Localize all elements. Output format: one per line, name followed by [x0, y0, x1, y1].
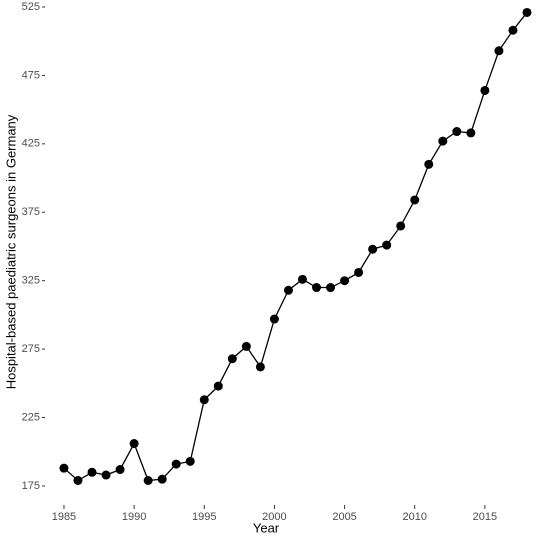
x-tick-label: 1995 — [192, 511, 216, 523]
point — [480, 85, 490, 95]
point — [354, 267, 364, 277]
y-axis-title: Hospital-based paediatric surgeons in Ge… — [3, 114, 18, 389]
x-tick-label: 2010 — [402, 511, 426, 523]
x-tick-label: 2015 — [473, 511, 497, 523]
point — [129, 439, 139, 449]
point — [241, 341, 251, 351]
point — [157, 474, 167, 484]
point — [326, 283, 336, 293]
x-tick-label: 1985 — [52, 511, 76, 523]
point — [312, 283, 322, 293]
line — [63, 12, 528, 482]
point — [297, 274, 307, 284]
point — [438, 136, 448, 146]
point — [171, 459, 181, 469]
point — [283, 285, 293, 295]
point — [213, 381, 223, 391]
point — [410, 195, 420, 205]
y-tick-label: 425 — [22, 138, 40, 150]
point — [87, 467, 97, 477]
y-tick-label: 175 — [22, 480, 40, 492]
point — [522, 7, 532, 17]
point — [185, 456, 195, 466]
point — [143, 476, 153, 486]
y-tick-label: 375 — [22, 206, 40, 218]
point — [227, 354, 237, 364]
point — [101, 470, 111, 480]
x-tick-label: 2000 — [262, 511, 286, 523]
point — [382, 240, 392, 250]
point — [466, 128, 476, 138]
y-tick-label: 325 — [22, 275, 40, 287]
x-tick-label: 1990 — [122, 511, 146, 523]
y-tick-label: 525 — [22, 1, 40, 13]
point — [115, 465, 125, 475]
point — [424, 159, 434, 169]
point — [452, 127, 462, 137]
point — [396, 221, 406, 231]
point — [340, 276, 350, 286]
point — [368, 244, 378, 254]
point — [255, 362, 265, 372]
point — [269, 314, 279, 324]
point — [199, 395, 209, 405]
x-axis-title: Year — [253, 520, 280, 535]
y-tick-label: 225 — [22, 411, 40, 423]
y-tick-label: 275 — [22, 343, 40, 355]
point — [59, 463, 69, 473]
y-tick-label: 475 — [22, 69, 40, 81]
point — [73, 476, 83, 486]
point — [494, 46, 504, 56]
point — [508, 25, 518, 35]
x-tick-label: 2005 — [332, 511, 356, 523]
